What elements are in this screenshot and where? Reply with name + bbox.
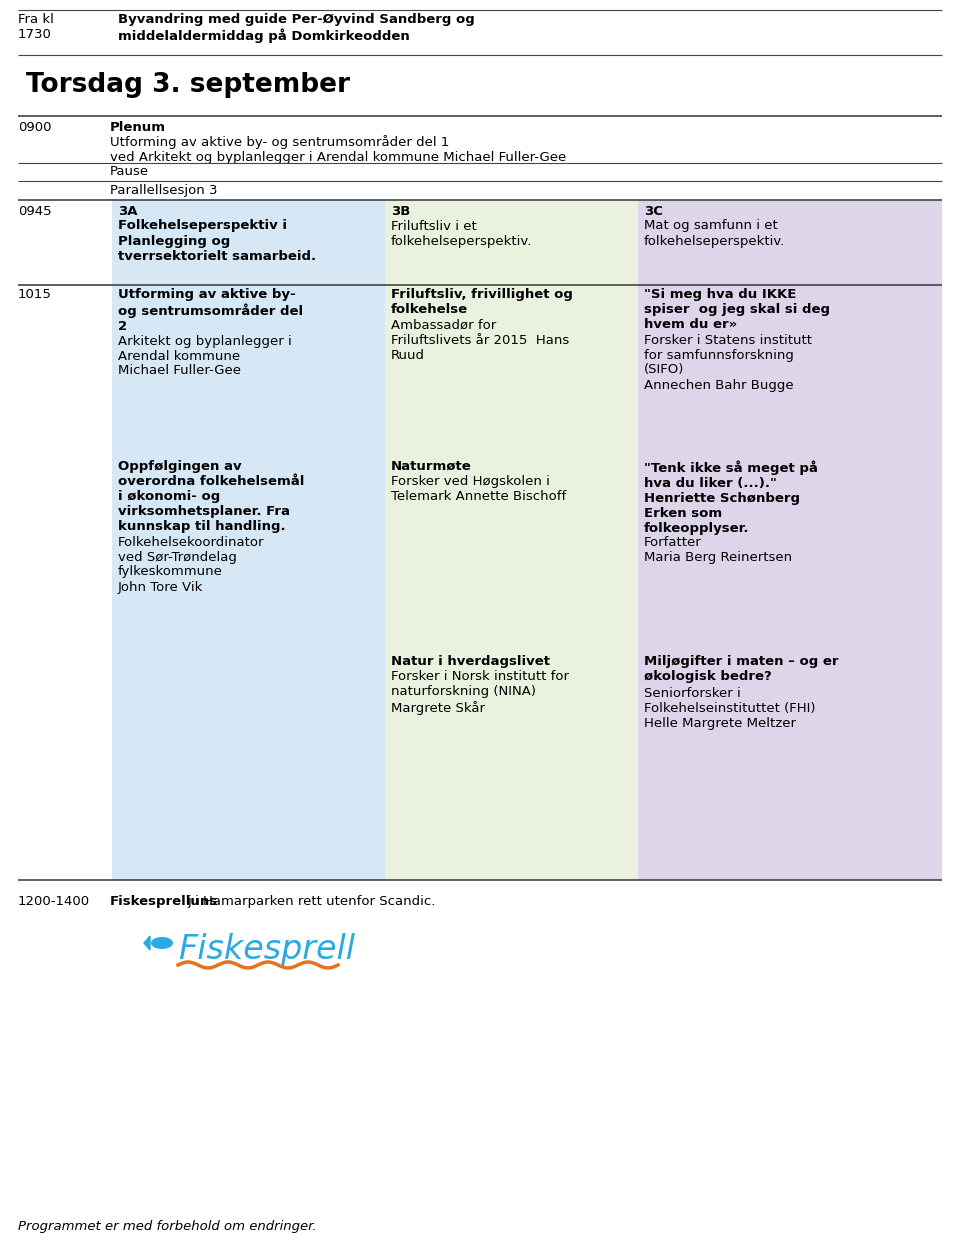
Text: 3B: 3B (391, 204, 410, 218)
Bar (112, 199, 385, 880)
Text: Forsker i Norsk institutt for
naturforskning (NINA)
Margrete Skår: Forsker i Norsk institutt for naturforsk… (391, 671, 569, 715)
Text: Forsker ved Høgskolen i
Telemark Annette Bischoff: Forsker ved Høgskolen i Telemark Annette… (391, 475, 566, 504)
Bar (638, 199, 942, 880)
Text: Parallellsesjon 3: Parallellsesjon 3 (110, 184, 218, 197)
Text: Friluftsliv, frivillighet og
folkehelse: Friluftsliv, frivillighet og folkehelse (391, 288, 573, 316)
Text: 1015: 1015 (18, 288, 52, 301)
Text: "Tenk ikke så meget på
hva du liker (...)."
Henriette Schønberg
Erken som
folkeo: "Tenk ikke så meget på hva du liker (...… (644, 460, 818, 534)
Text: Folkehelseperspektiv i
Planlegging og
tverrsektorielt samarbeid.: Folkehelseperspektiv i Planlegging og tv… (118, 219, 316, 262)
Text: Forsker i Statens institutt
for samfunnsforskning
(SIFO)
Annechen Bahr Bugge: Forsker i Statens institutt for samfunns… (644, 334, 812, 391)
Text: Seniorforsker i
Folkehelseinstituttet (FHI)
Helle Margrete Meltzer: Seniorforsker i Folkehelseinstituttet (F… (644, 687, 815, 730)
Text: 1200-1400: 1200-1400 (18, 895, 90, 908)
Polygon shape (144, 935, 150, 951)
Text: Byvandring med guide Per-Øyvind Sandberg og
middelaldermiddag på Domkirkeodden: Byvandring med guide Per-Øyvind Sandberg… (118, 13, 475, 43)
Text: Forfatter
Maria Berg Reinertsen: Forfatter Maria Berg Reinertsen (644, 535, 792, 563)
Bar (385, 199, 638, 880)
Text: Torsdag 3. september: Torsdag 3. september (26, 71, 350, 98)
Text: "Si meg hva du IKKE
spiser  og jeg skal si deg
hvem du er»: "Si meg hva du IKKE spiser og jeg skal s… (644, 288, 830, 331)
Text: 0900: 0900 (18, 120, 52, 134)
Text: Pause: Pause (110, 166, 149, 178)
Text: Fiskesprelluns: Fiskesprelluns (110, 895, 218, 908)
Text: Natur i hverdagslivet: Natur i hverdagslivet (391, 655, 550, 668)
Text: 3C: 3C (644, 204, 662, 218)
Text: Programmet er med forbehold om endringer.: Programmet er med forbehold om endringer… (18, 1220, 317, 1233)
Text: j i Hamarparken rett utenfor Scandic.: j i Hamarparken rett utenfor Scandic. (188, 895, 436, 908)
Text: 3A: 3A (118, 204, 137, 218)
Text: Utforming av aktive by-
og sentrumsområder del
2: Utforming av aktive by- og sentrumsområd… (118, 288, 303, 332)
Ellipse shape (151, 937, 173, 949)
Text: Naturmøte: Naturmøte (391, 460, 471, 473)
Text: Friluftsliv i et
folkehelseperspektiv.: Friluftsliv i et folkehelseperspektiv. (391, 219, 533, 247)
Text: Fra kl
1730: Fra kl 1730 (18, 13, 54, 41)
Text: Oppfølgingen av
overordna folkehelsemål
i økonomi- og
virksomhetsplaner. Fra
kun: Oppfølgingen av overordna folkehelsemål … (118, 460, 304, 533)
Text: Folkehelsekoordinator
ved Sør-Trøndelag
fylkeskommune
John Tore Vik: Folkehelsekoordinator ved Sør-Trøndelag … (118, 535, 265, 593)
Text: Mat og samfunn i et
folkehelseperspektiv.: Mat og samfunn i et folkehelseperspektiv… (644, 219, 785, 247)
Text: Ambassadør for
Friluftslivets år 2015  Hans
Ruud: Ambassadør for Friluftslivets år 2015 Ha… (391, 319, 569, 362)
Text: 0945: 0945 (18, 204, 52, 218)
Text: Utforming av aktive by- og sentrumsområder del 1
ved Arkitekt og byplanlegger i : Utforming av aktive by- og sentrumsområd… (110, 135, 566, 164)
Text: Fiskesprell: Fiskesprell (178, 933, 355, 966)
Text: Plenum: Plenum (110, 120, 166, 134)
Text: Arkitekt og byplanlegger i
Arendal kommune
Michael Fuller-Gee: Arkitekt og byplanlegger i Arendal kommu… (118, 335, 292, 377)
Text: Miljøgifter i maten – og er
økologisk bedre?: Miljøgifter i maten – og er økologisk be… (644, 655, 838, 683)
